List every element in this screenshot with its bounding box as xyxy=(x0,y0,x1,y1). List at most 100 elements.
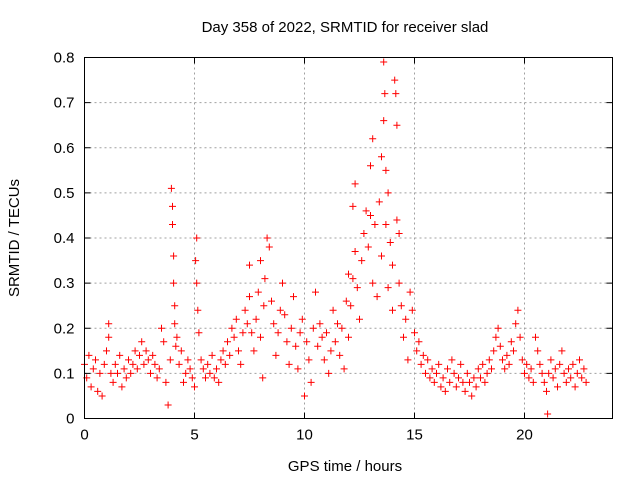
data-point xyxy=(567,374,575,382)
data-point xyxy=(193,234,201,242)
data-point xyxy=(263,234,271,242)
data-point xyxy=(452,383,460,391)
data-point xyxy=(422,369,429,377)
data-point xyxy=(199,365,207,373)
y-axis-label: SRMTID / TECUs xyxy=(6,179,23,297)
x-axis-label: GPS time / hours xyxy=(288,458,402,475)
data-point xyxy=(246,293,253,301)
data-point xyxy=(367,162,374,170)
data-point xyxy=(397,302,405,310)
x-tick-label: 0 xyxy=(80,427,88,444)
data-point xyxy=(329,306,337,314)
data-point xyxy=(392,90,400,98)
data-point xyxy=(298,315,306,323)
data-point xyxy=(492,333,500,341)
data-point xyxy=(194,306,202,314)
data-point xyxy=(334,320,341,328)
data-point xyxy=(305,356,313,364)
y-tick-label: 0.6 xyxy=(54,140,75,157)
data-point xyxy=(151,360,159,368)
data-point xyxy=(250,347,258,355)
data-point xyxy=(468,392,476,400)
data-point xyxy=(105,333,113,341)
data-point xyxy=(325,369,333,377)
data-point xyxy=(217,356,225,364)
data-point xyxy=(131,347,139,355)
data-point xyxy=(226,351,234,359)
data-point xyxy=(125,356,132,364)
data-point xyxy=(303,338,311,346)
data-point xyxy=(356,315,363,323)
data-point xyxy=(437,383,445,391)
data-point xyxy=(239,329,247,337)
data-point xyxy=(463,369,471,377)
data-point xyxy=(503,351,511,359)
axis-ticks: 0 0.1 0.2 0.3 0.4 0.5 0.6 0.7 0.8 0 5 10 15 20 xyxy=(54,50,613,444)
data-point xyxy=(408,306,416,314)
data-point xyxy=(433,369,440,377)
data-point xyxy=(411,329,418,337)
data-point xyxy=(347,302,355,310)
data-point xyxy=(369,135,377,143)
data-point xyxy=(221,360,229,368)
data-point xyxy=(538,369,546,377)
data-point xyxy=(345,270,352,278)
data-point xyxy=(127,369,135,377)
data-point xyxy=(525,374,533,382)
data-point xyxy=(171,320,179,328)
data-point xyxy=(580,365,588,373)
data-point xyxy=(314,342,322,350)
data-point xyxy=(158,324,165,332)
data-point xyxy=(514,306,522,314)
data-point xyxy=(571,383,579,391)
data-point xyxy=(182,369,190,377)
data-point xyxy=(380,117,388,125)
data-point xyxy=(166,356,174,364)
data-point xyxy=(455,374,462,382)
data-point xyxy=(466,378,473,386)
data-point xyxy=(340,365,348,373)
data-point xyxy=(389,306,396,314)
data-point xyxy=(444,365,451,373)
data-point xyxy=(164,401,172,409)
data-point xyxy=(283,338,291,346)
data-point xyxy=(470,374,478,382)
data-point xyxy=(549,374,557,382)
data-point xyxy=(378,252,385,260)
data-point xyxy=(477,374,484,382)
data-point xyxy=(202,374,209,382)
data-point xyxy=(349,202,357,210)
data-point xyxy=(536,360,544,368)
data-point xyxy=(430,378,438,386)
data-point xyxy=(85,351,93,359)
data-point xyxy=(488,365,495,373)
data-point xyxy=(197,356,205,364)
data-point xyxy=(103,347,110,355)
data-point xyxy=(369,279,377,287)
data-point xyxy=(98,392,106,400)
data-point xyxy=(441,387,449,395)
data-point xyxy=(342,297,350,305)
data-point xyxy=(301,392,308,400)
data-point xyxy=(384,284,392,292)
data-point xyxy=(382,166,390,174)
data-point xyxy=(501,365,509,373)
data-point xyxy=(111,360,119,368)
data-point xyxy=(569,360,577,368)
data-point xyxy=(169,220,176,228)
data-point xyxy=(268,297,275,305)
x-tick-label: 20 xyxy=(516,427,533,444)
data-point xyxy=(228,324,236,332)
data-point xyxy=(446,378,454,386)
data-point xyxy=(562,378,570,386)
data-point xyxy=(534,347,542,355)
data-point xyxy=(353,284,361,292)
data-point xyxy=(107,369,115,377)
data-point xyxy=(309,324,317,332)
data-point xyxy=(149,351,157,359)
data-point xyxy=(274,329,282,337)
data-point xyxy=(192,257,200,265)
data-point xyxy=(358,257,366,265)
data-point xyxy=(386,239,394,247)
